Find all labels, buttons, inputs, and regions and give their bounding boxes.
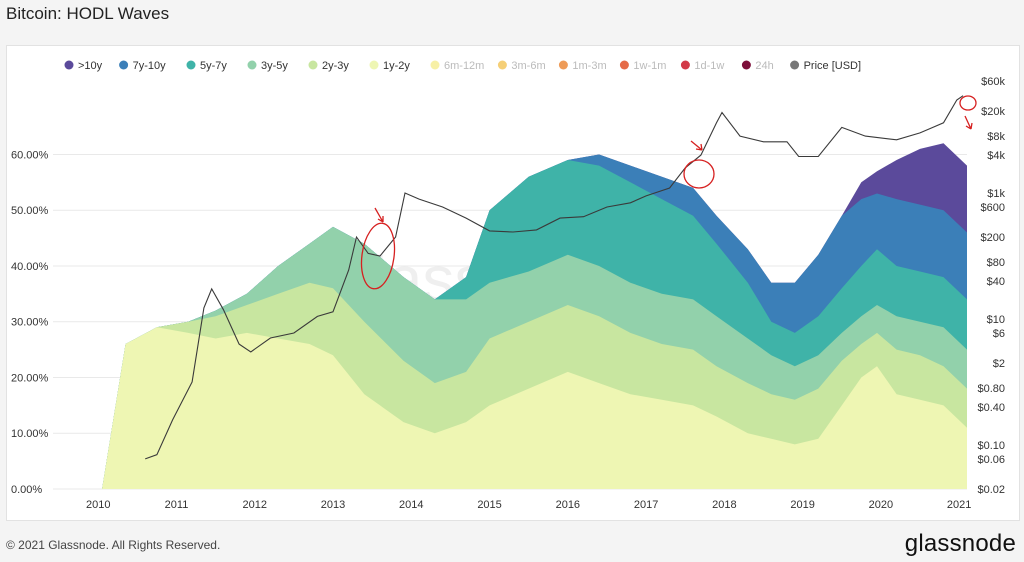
legend-label[interactable]: 1m-3m: [572, 60, 606, 72]
legend-swatch[interactable]: [790, 60, 800, 70]
price-tick-label: $40: [987, 276, 1005, 288]
price-tick-label: $10: [987, 314, 1005, 326]
y-tick-label: 30.00%: [11, 317, 49, 329]
copyright-text: © 2021 Glassnode. All Rights Reserved.: [6, 538, 221, 552]
brand-logo: glassnode: [904, 530, 1016, 557]
y-tick-label: 10.00%: [11, 428, 49, 440]
price-tick-label: $0.02: [977, 484, 1005, 496]
price-tick-label: $0.06: [977, 454, 1005, 466]
price-line: [145, 95, 964, 460]
price-tick-label: $60k: [981, 76, 1005, 88]
legend-swatch[interactable]: [430, 60, 440, 70]
chart-panel: >10y 7y-10y 5y-7y 3y-5y 2y-3y 1y-2y 6m-12m 3m-6…: [6, 45, 1020, 521]
legend-label[interactable]: 2y-3y: [322, 60, 349, 72]
annotation-arrow: [964, 115, 973, 130]
legend-label[interactable]: 7y-10y: [133, 60, 167, 72]
legend-swatch[interactable]: [369, 60, 379, 70]
annotation-circle: [360, 222, 396, 290]
x-tick-label: 2012: [243, 499, 267, 511]
annotation-arrow: [690, 140, 703, 151]
x-axis: 2010 2011 2012 2013 2014 2015 2016 2017 2018 2019…: [86, 499, 971, 511]
legend-swatch[interactable]: [119, 60, 129, 70]
page-title: Bitcoin: HODL Waves: [6, 4, 170, 23]
legend-swatch[interactable]: [497, 60, 507, 70]
price-tick-label: $200: [981, 232, 1005, 244]
price-tick-label: $20k: [981, 106, 1005, 118]
x-tick-label: 2017: [634, 499, 658, 511]
chart-annotations: [360, 95, 977, 290]
price-tick-label: $80: [987, 257, 1005, 269]
hodl-waves-chart: >10y 7y-10y 5y-7y 3y-5y 2y-3y 1y-2y 6m-12m 3m-6…: [11, 60, 1005, 511]
annotation-arrow: [374, 207, 384, 223]
price-tick-label: $2: [993, 358, 1005, 370]
legend-label[interactable]: 1w-1m: [633, 60, 666, 72]
price-tick-label: $600: [981, 202, 1005, 214]
y-tick-label: 20.00%: [11, 372, 49, 384]
price-tick-label: $0.80: [977, 383, 1005, 395]
y-tick-label: 60.00%: [11, 149, 49, 161]
x-tick-label: 2015: [477, 499, 501, 511]
price-series: [145, 95, 964, 460]
legend-label[interactable]: 3y-5y: [261, 60, 288, 72]
x-tick-label: 2010: [86, 499, 110, 511]
price-tick-label: $6: [993, 328, 1005, 340]
price-tick-label: $8k: [987, 131, 1005, 143]
legend-swatch[interactable]: [558, 60, 568, 70]
area-series: [102, 143, 968, 490]
legend-label[interactable]: 24h: [755, 60, 773, 72]
legend-label[interactable]: 6m-12m: [444, 60, 484, 72]
legend-swatch[interactable]: [308, 60, 318, 70]
x-tick-label: 2013: [321, 499, 345, 511]
legend-swatch[interactable]: [247, 60, 257, 70]
x-tick-label: 2014: [399, 499, 423, 511]
legend-swatch[interactable]: [680, 60, 690, 70]
chart-legend: >10y 7y-10y 5y-7y 3y-5y 2y-3y 1y-2y 6m-12m 3m-6…: [64, 60, 861, 72]
x-tick-label: 2011: [165, 499, 189, 511]
price-tick-label: $0.40: [977, 402, 1005, 414]
y-tick-label: 0.00%: [11, 484, 42, 496]
legend-label[interactable]: 1y-2y: [383, 60, 410, 72]
legend-label[interactable]: >10y: [78, 60, 103, 72]
legend-label[interactable]: 5y-7y: [200, 60, 227, 72]
price-tick-label: $0.10: [977, 440, 1005, 452]
y-tick-label: 50.00%: [11, 205, 49, 217]
price-tick-label: $4k: [987, 150, 1005, 162]
x-tick-label: 2021: [947, 499, 971, 511]
legend-swatch[interactable]: [619, 60, 629, 70]
annotation-circle: [959, 95, 977, 111]
legend-swatch[interactable]: [64, 60, 74, 70]
price-tick-label: $1k: [987, 188, 1005, 200]
x-tick-label: 2019: [790, 499, 814, 511]
legend-swatch[interactable]: [741, 60, 751, 70]
legend-label[interactable]: 1d-1w: [694, 60, 724, 72]
y-tick-label: 40.00%: [11, 261, 49, 273]
legend-label[interactable]: 3m-6m: [511, 60, 545, 72]
legend-label[interactable]: Price [USD]: [804, 60, 861, 72]
x-tick-label: 2018: [712, 499, 736, 511]
annotation-circle: [683, 159, 715, 189]
legend-swatch[interactable]: [186, 60, 196, 70]
area-band-1y2y: [102, 327, 968, 489]
y-axis-left: 0.00% 10.00% 20.00% 30.00% 40.00% 50.00% 60.00…: [11, 149, 49, 496]
x-tick-label: 2020: [869, 499, 893, 511]
x-tick-label: 2016: [556, 499, 580, 511]
y-axis-right-price: $60k $20k $8k $4k $1k $600 $200 $80 $40 $10 $6 $2 $0…: [977, 76, 1005, 496]
